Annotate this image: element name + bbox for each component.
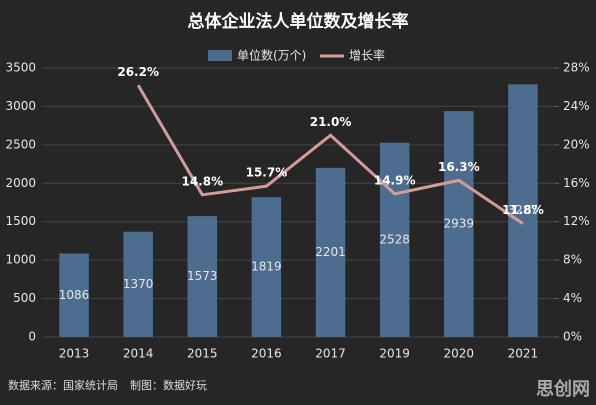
y2-tick-label: 16% — [563, 176, 590, 190]
bar-value-label: 2939 — [444, 217, 475, 231]
line-value-label: 26.2% — [117, 65, 159, 79]
bar-value-label: 2528 — [379, 232, 410, 246]
x-tick-label: 2019 — [379, 347, 410, 361]
y2-tick-label: 8% — [563, 253, 582, 267]
y-tick-label: 2500 — [5, 137, 36, 151]
source-note: 数据来源：国家统计局 — [8, 378, 118, 392]
x-tick-label: 2016 — [251, 347, 282, 361]
y-tick-label: 2000 — [5, 176, 36, 190]
bar-value-label: 1573 — [187, 269, 218, 283]
legend-label: 单位数(万个) — [237, 48, 306, 63]
bar-value-label: 1370 — [123, 277, 154, 291]
y-tick-label: 0 — [28, 330, 36, 344]
bar — [379, 142, 410, 337]
legend-label: 增长率 — [349, 48, 385, 63]
bar-value-label: 1086 — [59, 288, 90, 302]
growth-line — [136, 84, 524, 225]
y-tick-label: 3000 — [5, 99, 36, 113]
bar — [508, 84, 538, 337]
y-tick-label: 1000 — [5, 253, 36, 267]
line-value-label: 21.0% — [310, 115, 352, 129]
y-tick-label: 500 — [13, 291, 36, 305]
x-tick-label: 2015 — [187, 347, 218, 361]
bar-value-label: 3287 — [508, 203, 539, 217]
y-tick-label: 1500 — [5, 214, 36, 228]
y2-tick-label: 24% — [563, 99, 590, 113]
line-value-label: 16.3% — [438, 160, 480, 174]
y-tick-label: 3500 — [5, 61, 36, 75]
bar-value-label: 1819 — [251, 260, 282, 274]
bar-value-label: 2201 — [315, 245, 346, 259]
y2-tick-label: 4% — [563, 291, 582, 305]
line-value-label: 15.7% — [246, 166, 288, 180]
y2-tick-label: 0% — [563, 330, 582, 344]
line-value-label: 14.8% — [181, 174, 223, 188]
line-value-label: 11.8% — [502, 203, 544, 217]
bar — [187, 216, 218, 337]
x-tick-label: 2021 — [508, 347, 539, 361]
line-value-label: 14.9% — [374, 173, 416, 187]
x-tick-label: 2017 — [315, 347, 346, 361]
x-tick-label: 2013 — [59, 347, 90, 361]
legend-swatch — [208, 50, 232, 61]
bar — [444, 111, 474, 338]
y2-tick-label: 12% — [563, 214, 590, 228]
chart-title: 总体企业法人单位数及增长率 — [188, 11, 409, 32]
watermark: 思创网 — [536, 378, 590, 400]
y2-tick-label: 20% — [563, 137, 590, 151]
bar — [59, 253, 89, 337]
x-tick-label: 2020 — [444, 347, 475, 361]
bar — [123, 231, 153, 337]
x-tick-label: 2014 — [123, 347, 154, 361]
bar — [315, 167, 346, 337]
y2-tick-label: 28% — [563, 61, 590, 75]
bar — [251, 197, 282, 337]
credit-note: 制图：数据好玩 — [130, 378, 207, 392]
